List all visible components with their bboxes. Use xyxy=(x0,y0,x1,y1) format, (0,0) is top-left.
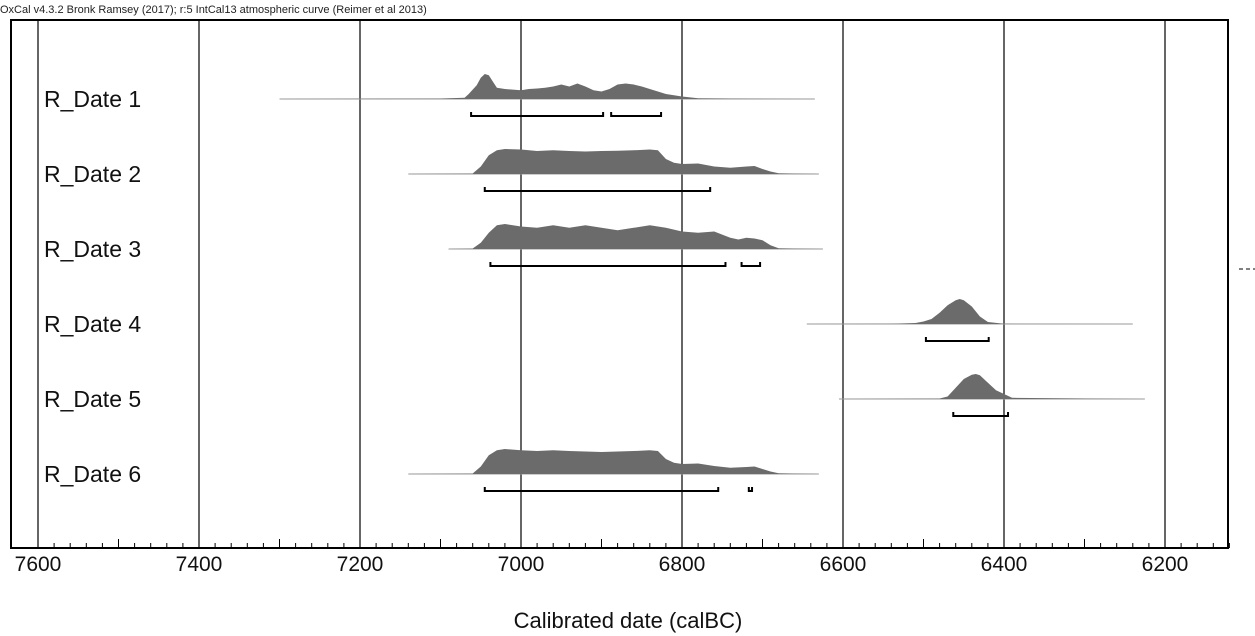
chart-title: OxCal v4.3.2 Bronk Ramsey (2017); r:5 In… xyxy=(0,4,427,16)
tick-label-7200: 7200 xyxy=(337,553,384,576)
tick-label-6400: 6400 xyxy=(981,553,1028,576)
plot-frame xyxy=(10,19,1229,549)
range-bracket xyxy=(489,262,727,267)
range-bracket xyxy=(952,412,1010,417)
series-label: R_Date 1 xyxy=(44,86,141,112)
x-axis-ticks: 7600 7400 7200 7000 6800 6600 6400 6200 xyxy=(15,536,1230,576)
distribution-area xyxy=(408,149,819,174)
series-row: R_Date 6 xyxy=(44,449,819,492)
series-row: R_Date 1 xyxy=(44,74,815,117)
range-bracket xyxy=(924,337,990,342)
tick-label-7400: 7400 xyxy=(176,553,223,576)
range-bracket xyxy=(483,187,712,192)
range-bracket xyxy=(747,487,754,492)
distribution-area xyxy=(448,224,823,249)
series-label: R_Date 4 xyxy=(44,311,141,337)
series-label: R_Date 6 xyxy=(44,461,141,487)
range-bracket xyxy=(740,262,762,267)
tick-label-6600: 6600 xyxy=(820,553,867,576)
grid-lines xyxy=(37,20,1166,548)
distribution-area xyxy=(279,74,815,99)
series-row: R_Date 5 xyxy=(44,374,1145,417)
tick-label-6800: 6800 xyxy=(659,553,706,576)
series-row: R_Date 4 xyxy=(44,299,1133,342)
tick-label-7600: 7600 xyxy=(15,553,62,576)
series-row: R_Date 3 xyxy=(44,224,823,267)
series-layer: R_Date 1 R_Date 2 R_Date 3 R_Date 4 R_Date 5… xyxy=(44,74,1145,492)
tick-label-7000: 7000 xyxy=(498,553,545,576)
x-axis-title: Calibrated date (calBC) xyxy=(514,608,743,633)
distribution-area xyxy=(806,299,1133,324)
series-label: R_Date 3 xyxy=(44,236,141,262)
tick-label-6200: 6200 xyxy=(1142,553,1189,576)
range-bracket xyxy=(610,112,663,117)
series-row: R_Date 2 xyxy=(44,149,819,192)
range-bracket xyxy=(470,112,605,117)
distribution-area xyxy=(839,374,1145,399)
series-label: R_Date 5 xyxy=(44,386,141,412)
series-label: R_Date 2 xyxy=(44,161,141,187)
distribution-area xyxy=(408,449,819,474)
range-bracket xyxy=(483,487,720,492)
